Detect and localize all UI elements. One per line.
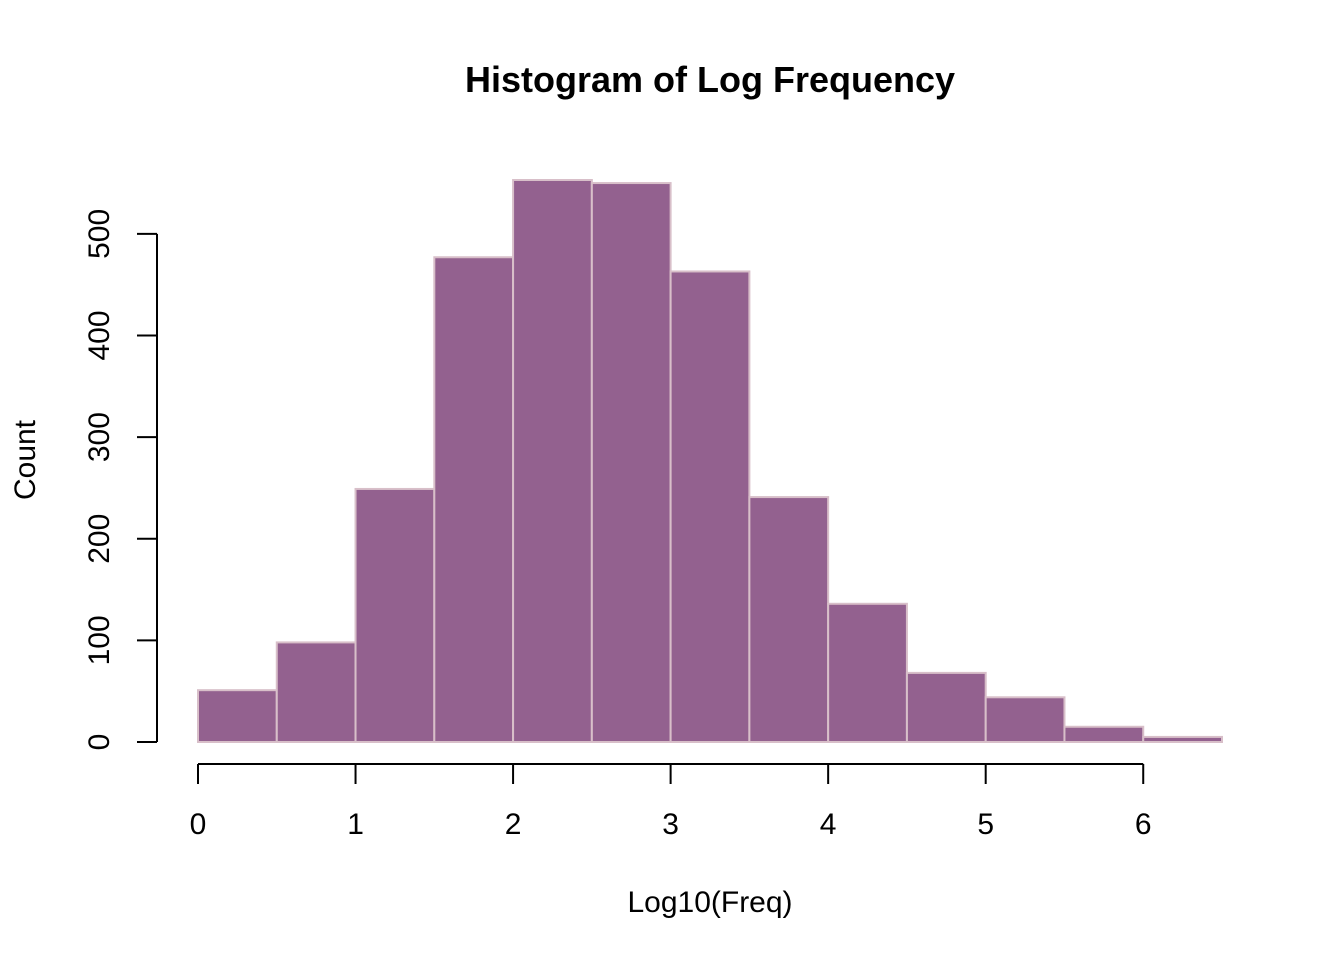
y-tick-label: 100: [83, 615, 116, 665]
y-tick-label: 500: [83, 209, 116, 259]
bars-group: [197, 179, 1223, 744]
histogram-bar: [197, 689, 278, 743]
histogram-bar: [1142, 735, 1223, 744]
y-axis-label: Count: [9, 419, 42, 500]
x-tick-label: 4: [820, 808, 837, 841]
histogram-bar: [984, 696, 1066, 744]
y-tick-label: 300: [83, 412, 116, 462]
histogram-bar: [512, 179, 593, 743]
histogram-bar: [669, 270, 751, 743]
histogram-bar: [590, 182, 672, 743]
histogram-bar: [1063, 725, 1145, 743]
y-axis: 0 100 200 300 400 500: [83, 209, 158, 751]
chart-title: Histogram of Log Frequency: [465, 59, 955, 100]
histogram-bar: [827, 602, 908, 743]
x-tick-label: 3: [662, 808, 679, 841]
y-tick-label: 200: [83, 514, 116, 564]
x-tick-label: 6: [1135, 808, 1152, 841]
histogram-bar: [433, 256, 515, 743]
x-tick-label: 5: [977, 808, 994, 841]
x-tick-label: 1: [347, 808, 364, 841]
histogram-bar: [275, 641, 357, 744]
histogram-bar: [748, 496, 830, 743]
histogram-bar: [354, 487, 436, 744]
y-tick-label: 0: [83, 734, 116, 751]
x-tick-label: 0: [190, 808, 207, 841]
x-axis: 0 1 2 3 4 5 6: [190, 763, 1152, 841]
x-tick-label: 2: [505, 808, 522, 841]
x-axis-label: Log10(Freq): [627, 886, 792, 919]
histogram-bar: [905, 671, 987, 743]
y-tick-label: 400: [83, 310, 116, 360]
